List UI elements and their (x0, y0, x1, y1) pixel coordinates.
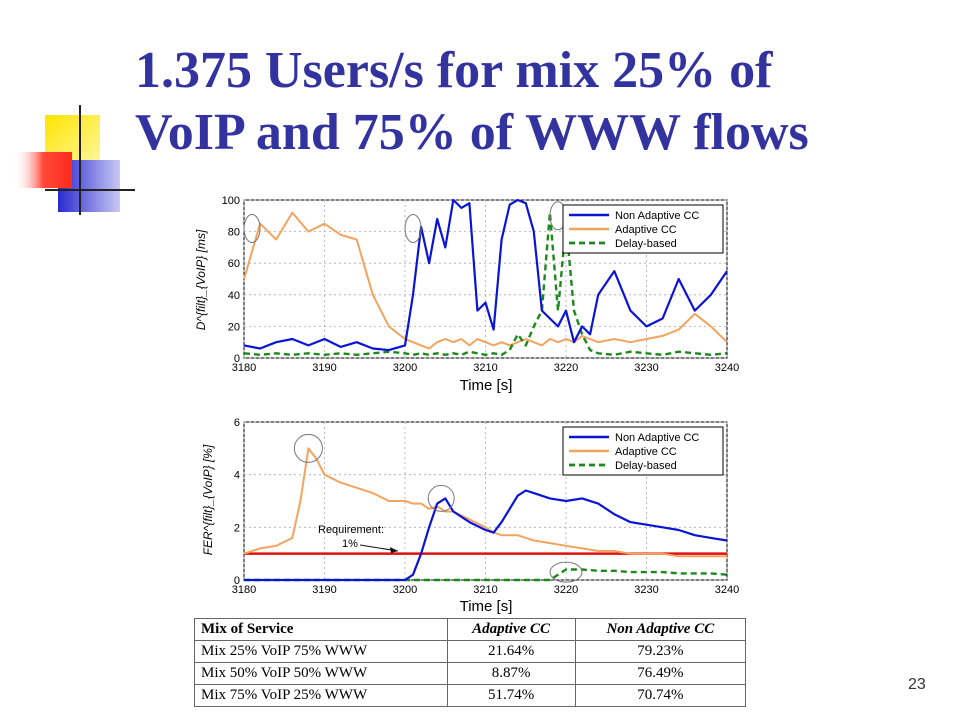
fer-legend: Non Adaptive CC Adaptive CC Delay-based (562, 426, 724, 476)
delay-frame (243, 199, 728, 359)
fer-xtick-label: 3180 (232, 584, 256, 596)
table-cell-service: Mix 75% VoIP 25% WWW (194, 684, 448, 707)
fer-plot-area: 3180 3190 3200 3210 3220 3230 3240 0 2 4 6 (232, 417, 739, 596)
delay-xtick-label: 3210 (473, 362, 497, 374)
title-decoration-graphic (14, 105, 135, 215)
fer-legend-label: Non Adaptive CC (615, 432, 699, 444)
fer-xlabel: Time [s] (460, 598, 513, 615)
delay-ytick-label: 40 (228, 290, 240, 302)
delay-legend-box (562, 204, 724, 254)
fer-xtick-label: 3210 (473, 584, 497, 596)
fer-frame (243, 421, 728, 581)
column-header-adaptive: Adaptive CC (446, 618, 576, 641)
table-cell-non-adaptive: 79.23% (574, 640, 747, 663)
fer-legend-label: Adaptive CC (615, 446, 677, 458)
table-row: Mix 50% VoIP 50% WWW 8.87% 76.49% (194, 662, 747, 685)
column-header-service: Mix of Service (194, 618, 448, 641)
delay-annotation-circle (404, 213, 422, 243)
results-table-container: Mix of Service Adaptive CC Non Adaptive … (194, 618, 747, 712)
delay-legend: Non Adaptive CC Adaptive CC Delay-based (562, 204, 724, 254)
fer-legend-box (562, 426, 724, 476)
table-cell-non-adaptive: 76.49% (574, 662, 747, 685)
fer-series-adaptive-cc (243, 447, 727, 558)
fer-ytick-label: 6 (234, 417, 240, 429)
fer-ylabel: FER^{filt}_{VoIP} [%] (201, 444, 215, 555)
fer-xtick-label: 3200 (393, 584, 417, 596)
fer-xtick-label: 3230 (634, 584, 658, 596)
delay-ytick-label: 60 (228, 258, 240, 270)
requirement-label-1: Requirement: (318, 524, 384, 536)
delay-annotation-circle (549, 201, 567, 231)
delay-series-delay-based (243, 211, 728, 356)
delay-ytick-label: 20 (228, 321, 240, 333)
requirement-arrowhead (390, 547, 398, 553)
table-row: Mix 75% VoIP 25% WWW 51.74% 70.74% (194, 684, 747, 707)
table-cell-adaptive: 8.87% (446, 662, 576, 685)
results-table: Mix of Service Adaptive CC Non Adaptive … (194, 618, 747, 707)
delay-xtick-label: 3240 (715, 362, 739, 374)
fer-annotation-circle (293, 433, 323, 463)
delay-xlabel: Time [s] (460, 377, 513, 394)
fer-legend-label: Delay-based (615, 460, 677, 472)
column-header-non-adaptive: Non Adaptive CC (574, 618, 747, 641)
fer-ytick-label: 2 (234, 522, 240, 534)
table-cell-service: Mix 50% VoIP 50% WWW (194, 662, 448, 685)
fer-ytick-label: 4 (234, 470, 240, 482)
delay-xtick-label: 3230 (634, 362, 658, 374)
slide-title-line-1: 1.375 Users/s for mix 25% of (135, 42, 773, 99)
delay-ytick-label: 80 (228, 227, 240, 239)
delay-annotation-circle (243, 213, 261, 243)
fer-xtick-label: 3240 (715, 584, 739, 596)
delay-xtick-label: 3180 (232, 362, 256, 374)
fer-ytick-label: 0 (234, 575, 240, 587)
requirement-arrow (359, 544, 399, 552)
table-cell-adaptive: 51.74% (446, 684, 576, 707)
delay-xtick-label: 3200 (393, 362, 417, 374)
delay-legend-label: Non Adaptive CC (615, 210, 699, 222)
slide-title: 1.375 Users/s for mix 25% of VoIP and 75… (135, 40, 935, 164)
table-header-row: Mix of Service Adaptive CC Non Adaptive … (194, 618, 747, 641)
fer-series-delay-based (244, 568, 728, 582)
delay-series-non-adaptive-cc (243, 198, 728, 352)
delay-ytick-label: 100 (222, 195, 240, 207)
delay-xtick-label: 3220 (554, 362, 578, 374)
title-decoration (0, 0, 140, 220)
requirement-label-2: 1% (342, 538, 358, 550)
fer-series-non-adaptive-cc (244, 489, 728, 582)
table-cell-service: Mix 25% VoIP 75% WWW (194, 640, 448, 663)
delay-plot-area: 3180 3190 3200 3210 3220 3230 3240 0 20 40 60 80 100 (222, 195, 740, 374)
slide-title-line-2: VoIP and 75% of WWW flows (135, 104, 809, 161)
table-row: Mix 25% VoIP 75% WWW 21.64% 79.23% (194, 640, 747, 663)
delay-legend-label: Adaptive CC (615, 224, 677, 236)
table-cell-adaptive: 21.64% (446, 640, 576, 663)
delay-legend-label: Delay-based (615, 238, 677, 250)
fer-annotation-circle (427, 484, 455, 512)
fer-annotation-circle (549, 561, 583, 583)
slide-number: 23 (908, 676, 926, 693)
fer-xtick-label: 3220 (554, 584, 578, 596)
delay-xtick-label: 3190 (312, 362, 336, 374)
delay-ylabel: D^{filt}_{VoIP} [ms] (194, 229, 208, 330)
delay-ytick-label: 0 (234, 353, 240, 365)
fer-xtick-label: 3190 (312, 584, 336, 596)
table-cell-non-adaptive: 70.74% (574, 684, 747, 707)
delay-series-adaptive-cc (243, 211, 728, 350)
